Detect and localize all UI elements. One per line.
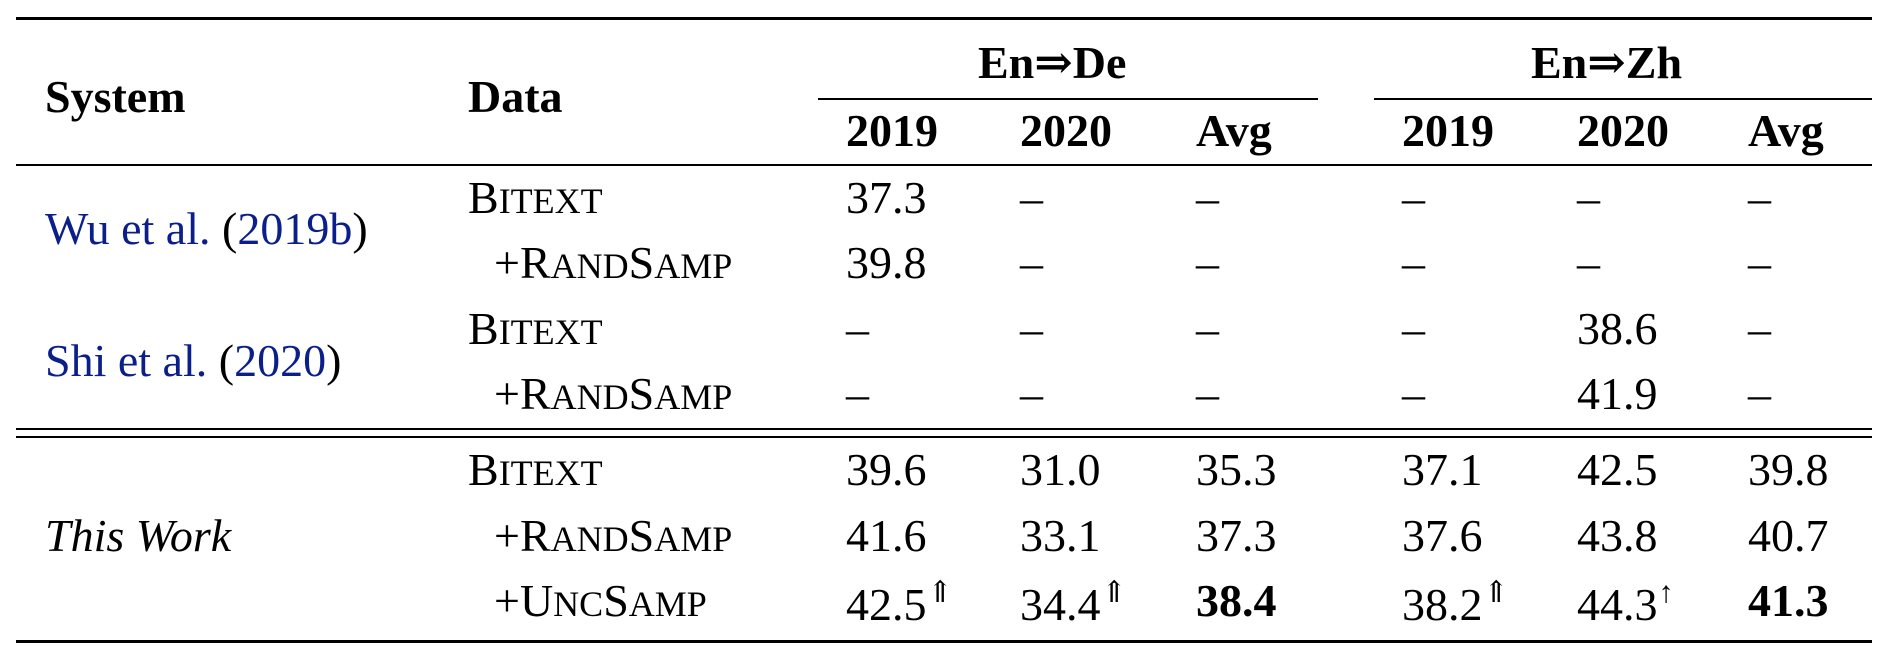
data-randsamp: +RANDSAMP (494, 368, 733, 419)
score-cell: – (846, 303, 869, 354)
score-cell: – (1020, 172, 1043, 223)
score-cell: 43.8 (1577, 510, 1658, 561)
double-up-arrow-icon: ⇑ (927, 576, 953, 609)
score-cell: – (1196, 172, 1219, 223)
citation-open-paren: ( (218, 335, 235, 386)
score-cell: – (1020, 303, 1043, 354)
header-zh-avg: Avg (1748, 105, 1824, 156)
score-cell: – (1402, 368, 1425, 419)
header-rule (16, 164, 1872, 166)
citation-close-paren: ) (326, 335, 342, 386)
top-rule (16, 17, 1872, 20)
score-cell: 40.7 (1748, 510, 1829, 561)
citation-year-link[interactable]: 2020 (234, 335, 327, 386)
double-rule-top (16, 428, 1872, 430)
score-cell: – (1577, 172, 1600, 223)
score-cell: – (846, 368, 869, 419)
header-group-en-zh: En⇒Zh (1531, 37, 1683, 88)
header-group-en-de: En⇒De (978, 37, 1127, 88)
score-cell: – (1196, 303, 1219, 354)
score-cell: 38.6 (1577, 303, 1658, 354)
system-shi-et-al: Shi et al. (2020) (45, 338, 341, 384)
score-cell: – (1748, 368, 1771, 419)
header-zh-2020: 2020 (1577, 105, 1669, 156)
data-randsamp: +RANDSAMP (494, 510, 733, 561)
double-up-arrow-icon: ⇑ (1483, 576, 1509, 609)
citation-link[interactable]: Shi et al. (45, 335, 208, 386)
score-cell: 44.3↑ (1577, 576, 1674, 630)
score-cell: – (1748, 172, 1771, 223)
data-bitext: BITEXT (468, 444, 603, 495)
data-randsamp: +RANDSAMP (494, 237, 733, 288)
score-cell-best: 38.4 (1196, 575, 1277, 626)
group-rule-zh (1374, 98, 1872, 100)
header-de-2020: 2020 (1020, 105, 1112, 156)
up-arrow-icon: ↑ (1658, 576, 1674, 609)
score-cell: – (1748, 237, 1771, 288)
header-data: Data (468, 71, 563, 122)
score-cell: 39.8 (1748, 444, 1829, 495)
score-cell: 31.0 (1020, 444, 1101, 495)
data-bitext: BITEXT (468, 172, 603, 223)
score-cell: 41.6 (846, 510, 927, 561)
citation-link[interactable]: Wu et al. (45, 203, 211, 254)
score-cell: – (1402, 303, 1425, 354)
header-system: System (45, 71, 186, 122)
citation-year-link[interactable]: 2019b (237, 203, 353, 254)
score-cell: 37.1 (1402, 444, 1483, 495)
data-bitext: BITEXT (468, 303, 603, 354)
double-rule-bottom (16, 436, 1872, 438)
score-cell: – (1402, 172, 1425, 223)
score-cell: – (1402, 237, 1425, 288)
score-cell-best: 41.3 (1748, 575, 1829, 626)
citation-open-paren: ( (221, 203, 238, 254)
score-cell: 34.4⇑ (1020, 576, 1127, 630)
score-cell: – (1196, 237, 1219, 288)
score-cell: 39.8 (846, 237, 927, 288)
system-this-work: This Work (45, 510, 232, 561)
header-de-avg: Avg (1196, 105, 1272, 156)
score-cell: 33.1 (1020, 510, 1101, 561)
score-cell: 39.6 (846, 444, 927, 495)
score-cell: – (1020, 237, 1043, 288)
score-cell: 37.6 (1402, 510, 1483, 561)
score-cell: 42.5 (1577, 444, 1658, 495)
score-cell: 35.3 (1196, 444, 1277, 495)
score-cell: 38.2⇑ (1402, 576, 1509, 630)
group-rule-de (818, 98, 1318, 100)
bottom-rule (16, 640, 1872, 643)
score-cell: 37.3 (846, 172, 927, 223)
data-uncsamp: +UNCSAMP (494, 575, 707, 626)
score-cell: 42.5⇑ (846, 576, 953, 630)
score-cell: 37.3 (1196, 510, 1277, 561)
score-cell: – (1196, 368, 1219, 419)
system-wu-et-al: Wu et al. (2019b) (45, 206, 368, 252)
score-cell: – (1748, 303, 1771, 354)
header-de-2019: 2019 (846, 105, 938, 156)
score-cell: – (1577, 237, 1600, 288)
citation-close-paren: ) (352, 203, 368, 254)
header-zh-2019: 2019 (1402, 105, 1494, 156)
score-cell: 41.9 (1577, 368, 1658, 419)
double-up-arrow-icon: ⇑ (1101, 576, 1127, 609)
score-cell: – (1020, 368, 1043, 419)
